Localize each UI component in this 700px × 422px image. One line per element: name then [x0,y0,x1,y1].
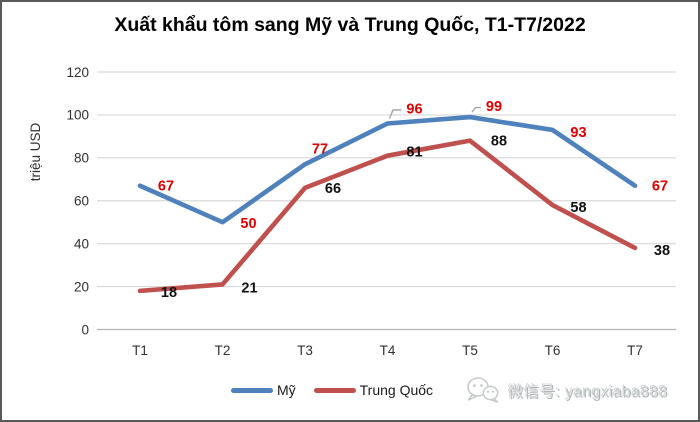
data-label: 88 [491,134,507,150]
data-label: 93 [570,125,586,141]
y-axis-tick-label: 0 [81,322,89,337]
y-axis-tick-label: 80 [74,151,89,166]
y-axis-title: triệu USD [28,122,43,181]
data-label: 18 [161,285,177,301]
legend: Mỹ Trung Quốc [2,382,662,398]
y-axis-tick-label: 120 [66,65,89,80]
x-axis-tick-label: T6 [545,343,561,358]
x-axis-tick-label: T7 [627,343,643,358]
x-axis-tick-label: T4 [380,343,396,358]
legend-label-trung-quoc: Trung Quốc [359,382,434,398]
data-label: 96 [406,102,422,118]
label-leader-line [471,106,481,113]
label-leader-line [388,109,402,119]
data-label: 67 [652,179,668,195]
legend-item-my: Mỹ [230,382,296,398]
x-axis-tick-label: T5 [462,343,478,358]
x-axis-tick-label: T3 [297,343,313,358]
data-label: 99 [486,99,502,115]
y-axis-tick-label: 40 [74,236,89,251]
x-axis-tick-label: T2 [215,343,231,358]
data-label: 77 [312,141,328,157]
watermark: 微信号: yangxiaba888 [464,375,667,405]
data-label: 50 [240,216,256,232]
chart-title: Xuất khẩu tôm sang Mỹ và Trung Quốc, T1-… [114,14,586,36]
data-label: 21 [241,280,257,296]
series-line-0 [137,114,638,225]
watermark-text: 微信号: yangxiaba888 [507,383,668,400]
data-label: 58 [570,200,586,216]
data-label: 67 [158,179,174,195]
data-label: 81 [406,145,422,161]
legend-item-trung-quoc: Trung Quốc [313,382,434,398]
y-axis-tick-label: 20 [74,279,89,294]
y-axis-tick-label: 60 [74,194,89,209]
y-axis-tick-label: 100 [66,108,89,123]
legend-swatch-trung-quoc-icon [313,387,356,393]
series-line-1 [137,138,638,294]
legend-swatch-my-icon [230,387,273,393]
data-label: 38 [654,243,670,259]
data-label: 66 [325,181,341,197]
wechat-icon [467,377,499,403]
x-axis-tick-label: T1 [132,343,148,358]
legend-label-my: Mỹ [276,382,296,398]
